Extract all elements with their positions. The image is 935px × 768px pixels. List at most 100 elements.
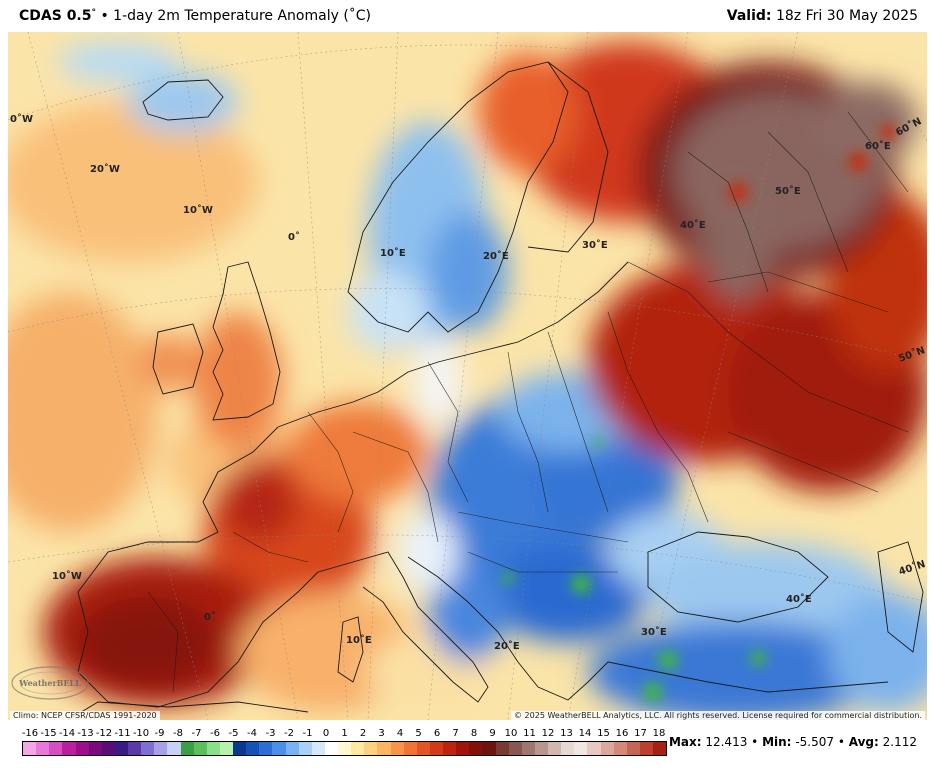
anomaly-map: 0˚W 20˚W 10˚W 0˚ 10˚E 20˚E 30˚E 40˚E 50˚… — [8, 32, 927, 720]
model-name: CDAS 0.5° — [19, 8, 96, 24]
colorbar-tick-label: -8 — [173, 728, 183, 739]
avg-value: 2.112 — [882, 735, 917, 749]
colorbar-swatch — [364, 742, 378, 755]
colorbar-tick-label: 1 — [341, 728, 348, 739]
colorbar-swatch — [521, 742, 535, 755]
colorbar-swatch — [141, 742, 155, 755]
colorbar-swatch — [403, 742, 417, 755]
colorbar-swatch — [246, 742, 260, 755]
label-30e-south: 30˚E — [641, 626, 667, 638]
colorbar-tick-label: -16 — [21, 728, 39, 739]
colorbar-tick-label: 9 — [489, 728, 496, 739]
colorbar-tick-label: 4 — [396, 728, 404, 739]
colorbar-swatch — [285, 742, 299, 755]
colorbar-tick-label: -3 — [265, 728, 276, 739]
label-10e-south: 10˚E — [346, 634, 372, 646]
label-40e-south: 40˚E — [786, 593, 812, 605]
colorbar-swatch — [390, 742, 404, 755]
colorbar-tick-label: 13 — [560, 728, 573, 739]
colorbar-tick-label: 11 — [523, 728, 536, 739]
avg-label: Avg: — [848, 735, 879, 749]
colorbar-swatches — [22, 741, 667, 756]
map-title: CDAS 0.5° • 1-day 2m Temperature Anomaly… — [19, 8, 371, 24]
colorbar-swatch — [534, 742, 548, 755]
colorbar-swatch — [128, 742, 142, 755]
colorbar-tick-label: -4 — [247, 728, 257, 739]
anomaly-details — [502, 124, 896, 702]
colorbar-tick-label: -10 — [132, 728, 150, 739]
country-borders — [147, 111, 909, 693]
colorbar-swatch — [23, 742, 37, 755]
colorbar-tick-label: -7 — [191, 728, 202, 739]
climo-note: Climo: NCEP CFSR/CDAS 1991-2020 — [10, 711, 160, 720]
label-0-south: 0˚ — [204, 611, 216, 623]
colorbar-tick-label: -13 — [77, 728, 94, 739]
label-20e-south: 20˚E — [494, 640, 520, 652]
copyright-note: © 2025 WeatherBELL Analytics, LLC. All r… — [511, 711, 925, 720]
colorbar-swatch — [377, 742, 391, 755]
min-label: Min: — [762, 735, 792, 749]
colorbar-tick-label: 18 — [652, 728, 666, 739]
colorbar-swatch — [653, 742, 667, 755]
colorbar-tick-label: 5 — [415, 728, 422, 739]
colorbar-swatch — [206, 742, 220, 755]
label-20w: 20˚W — [90, 163, 120, 175]
label-30e: 30˚E — [582, 239, 608, 251]
colorbar-swatch — [167, 742, 181, 755]
colorbar-tick-label: 15 — [597, 728, 610, 739]
valid-time: Valid: 18z Fri 30 May 2025 — [727, 8, 918, 24]
colorbar-swatch — [36, 742, 50, 755]
colorbar-swatch — [613, 742, 627, 755]
logo-text: WeatherBELL — [18, 678, 81, 688]
label-40e: 40˚E — [680, 219, 706, 231]
colorbar-swatch — [49, 742, 63, 755]
colorbar-tick-label: -11 — [114, 728, 131, 739]
colorbar-labels: -16 -15 -14 -13 -12 -11 -10 -9 -8 -7 -6 -5 -4 -3 -2 -1 0… — [22, 728, 667, 741]
colorbar-tick-label: 7 — [452, 728, 459, 739]
graticule — [8, 32, 927, 720]
colorbar-tick-label: 6 — [433, 728, 441, 739]
title-text: 1-day 2m Temperature Anomaly (˚C) — [113, 8, 372, 24]
colorbar-tick-label: -9 — [154, 728, 165, 739]
colorbar-tick-label: -15 — [40, 728, 57, 739]
colorbar-swatch — [508, 742, 522, 755]
colorbar-swatch — [62, 742, 76, 755]
colorbar-swatch — [351, 742, 365, 755]
colorbar-swatch — [88, 742, 102, 755]
label-10w-south: 10˚W — [52, 570, 82, 582]
colorbar-swatch — [429, 742, 443, 755]
colorbar-tick-label: -6 — [210, 728, 220, 739]
colorbar-swatch — [587, 742, 601, 755]
colorbar-swatch — [324, 742, 338, 755]
graticule-labels: 0˚W 20˚W 10˚W 0˚ 10˚E 20˚E 30˚E 40˚E 50˚… — [10, 113, 927, 652]
label-10e: 10˚E — [380, 247, 406, 259]
colorbar-swatch — [298, 742, 312, 755]
max-value: 12.413 — [705, 735, 748, 749]
colorbar-tick-label: -2 — [284, 728, 294, 739]
colorbar-swatch — [272, 742, 286, 755]
colorbar-tick-label: -1 — [302, 728, 313, 739]
colorbar-swatch — [639, 742, 653, 755]
header: CDAS 0.5° • 1-day 2m Temperature Anomaly… — [0, 0, 935, 32]
colorbar-tick-label: 10 — [504, 728, 518, 739]
weatherbell-logo: WeatherBELL — [10, 665, 90, 701]
colorbar-swatch — [180, 742, 194, 755]
colorbar-swatch — [469, 742, 483, 755]
colorbar-swatch — [154, 742, 168, 755]
title-separator: • — [100, 8, 109, 24]
colorbar-swatch — [456, 742, 470, 755]
colorbar: -16 -15 -14 -13 -12 -11 -10 -9 -8 -7 -6 -5 -4 -3 -2 -1 0… — [22, 728, 667, 756]
colorbar-swatch — [495, 742, 509, 755]
colorbar-swatch — [600, 742, 614, 755]
colorbar-tick-label: 2 — [359, 728, 367, 739]
min-value: -5.507 — [795, 735, 834, 749]
colorbar-swatch — [311, 742, 325, 755]
label-50e: 50˚E — [775, 185, 801, 197]
label-0w: 0˚W — [10, 113, 33, 125]
colorbar-tick-label: -12 — [95, 728, 113, 739]
colorbar-swatch — [219, 742, 233, 755]
colorbar-swatch — [114, 742, 128, 755]
colorbar-swatch — [561, 742, 575, 755]
logo-svg: WeatherBELL — [11, 666, 89, 700]
colorbar-swatch — [443, 742, 457, 755]
